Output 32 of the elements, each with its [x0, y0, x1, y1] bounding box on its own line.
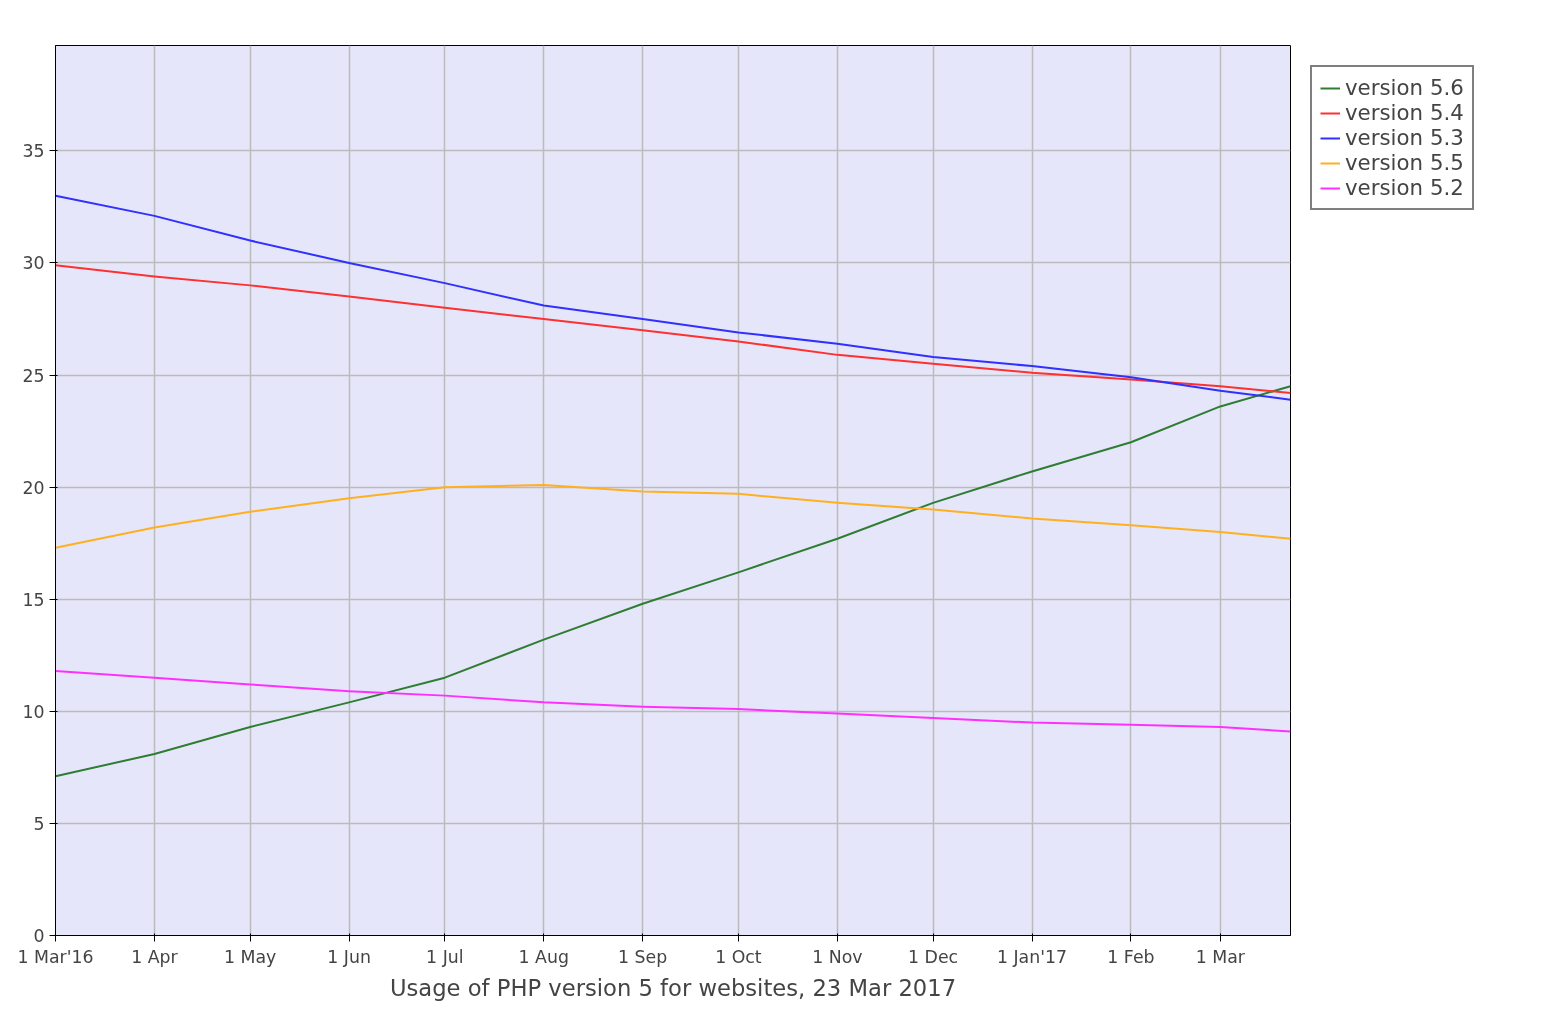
- x-tick-label: 1 Dec: [908, 946, 959, 967]
- line-series: [55, 194, 1291, 401]
- legend-label: version 5.6: [1345, 75, 1464, 100]
- x-tick-label: 1 Jan'17: [996, 946, 1068, 967]
- y-tick-label: 10: [22, 701, 45, 722]
- legend-label: version 5.4: [1345, 100, 1464, 125]
- y-tick-label: 30: [22, 253, 45, 274]
- x-tick-label: 1 Jun: [327, 946, 371, 967]
- line-series: [55, 264, 1291, 394]
- line-series: [55, 483, 1291, 549]
- x-tick-label: 1 Nov: [812, 946, 863, 967]
- x-tick-label: 1 Aug: [518, 946, 569, 967]
- x-tick-label: 1 Jul: [426, 946, 464, 967]
- y-tick-label: 15: [22, 589, 45, 610]
- y-tick-label: 20: [22, 477, 45, 498]
- x-axis-title: Usage of PHP version 5 for websites, 23 Mar 2017: [389, 974, 957, 1001]
- x-tick-label: 1 Oct: [715, 946, 762, 967]
- legend-label: version 5.3: [1345, 125, 1464, 150]
- legend-label: version 5.2: [1345, 175, 1464, 200]
- x-tick-label: 1 Mar'16: [17, 946, 94, 967]
- line-series: [55, 669, 1291, 733]
- y-tick-label: 5: [33, 813, 45, 834]
- line-series: [55, 385, 1291, 778]
- y-tick-label: 0: [33, 926, 45, 946]
- x-tick-label: 1 Feb: [1107, 946, 1155, 967]
- x-tick-label: 1 Mar: [1195, 946, 1246, 967]
- y-tick-label: 25: [22, 365, 45, 386]
- legend-label: version 5.5: [1345, 150, 1464, 175]
- x-tick-label: 1 May: [223, 946, 277, 967]
- x-tick-label: 1 Apr: [131, 946, 179, 967]
- y-tick-label: 35: [22, 141, 45, 162]
- x-tick-label: 1 Sep: [618, 946, 668, 967]
